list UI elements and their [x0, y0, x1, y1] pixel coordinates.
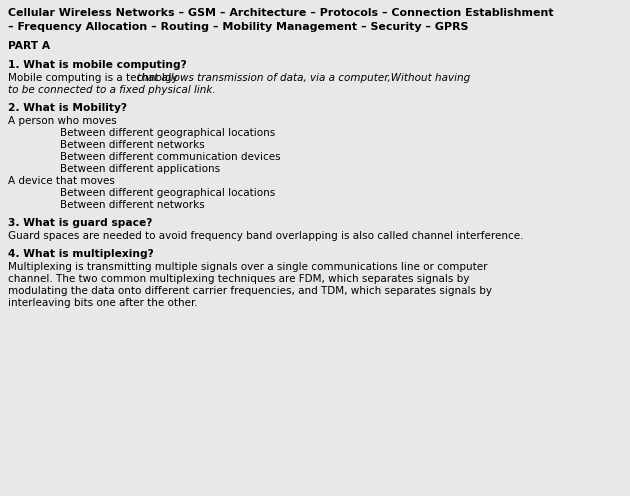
- Text: PART A: PART A: [8, 41, 50, 51]
- Text: 4. What is multiplexing?: 4. What is multiplexing?: [8, 249, 154, 259]
- Text: modulating the data onto different carrier frequencies, and TDM, which separates: modulating the data onto different carri…: [8, 286, 492, 296]
- Text: – Frequency Allocation – Routing – Mobility Management – Security – GPRS: – Frequency Allocation – Routing – Mobil…: [8, 21, 468, 32]
- Text: Multiplexing is transmitting multiple signals over a single communications line : Multiplexing is transmitting multiple si…: [8, 262, 488, 272]
- Text: to be connected to a fixed physical link.: to be connected to a fixed physical link…: [8, 85, 215, 95]
- Text: Mobile computing is a technolgy: Mobile computing is a technolgy: [8, 73, 178, 83]
- Text: Between different applications: Between different applications: [60, 164, 220, 174]
- Text: Between different networks: Between different networks: [60, 140, 205, 150]
- Text: 3. What is guard space?: 3. What is guard space?: [8, 218, 152, 228]
- Text: that allows transmission of data, via a computer,Without having: that allows transmission of data, via a …: [137, 73, 470, 83]
- Text: A person who moves: A person who moves: [8, 116, 117, 126]
- Text: A device that moves: A device that moves: [8, 176, 115, 186]
- Text: interleaving bits one after the other.: interleaving bits one after the other.: [8, 298, 198, 308]
- Text: Guard spaces are needed to avoid frequency band overlapping is also called chann: Guard spaces are needed to avoid frequen…: [8, 231, 524, 241]
- Text: channel. The two common multiplexing techniques are FDM, which separates signals: channel. The two common multiplexing tec…: [8, 274, 469, 284]
- Text: Cellular Wireless Networks – GSM – Architecture – Protocols – Connection Establi: Cellular Wireless Networks – GSM – Archi…: [8, 8, 554, 18]
- Text: Between different communication devices: Between different communication devices: [60, 152, 280, 162]
- Text: 1. What is mobile computing?: 1. What is mobile computing?: [8, 60, 186, 70]
- Text: Between different geographical locations: Between different geographical locations: [60, 128, 275, 138]
- Text: Between different networks: Between different networks: [60, 200, 205, 210]
- Text: 2. What is Mobility?: 2. What is Mobility?: [8, 103, 127, 113]
- Text: Between different geographical locations: Between different geographical locations: [60, 188, 275, 198]
